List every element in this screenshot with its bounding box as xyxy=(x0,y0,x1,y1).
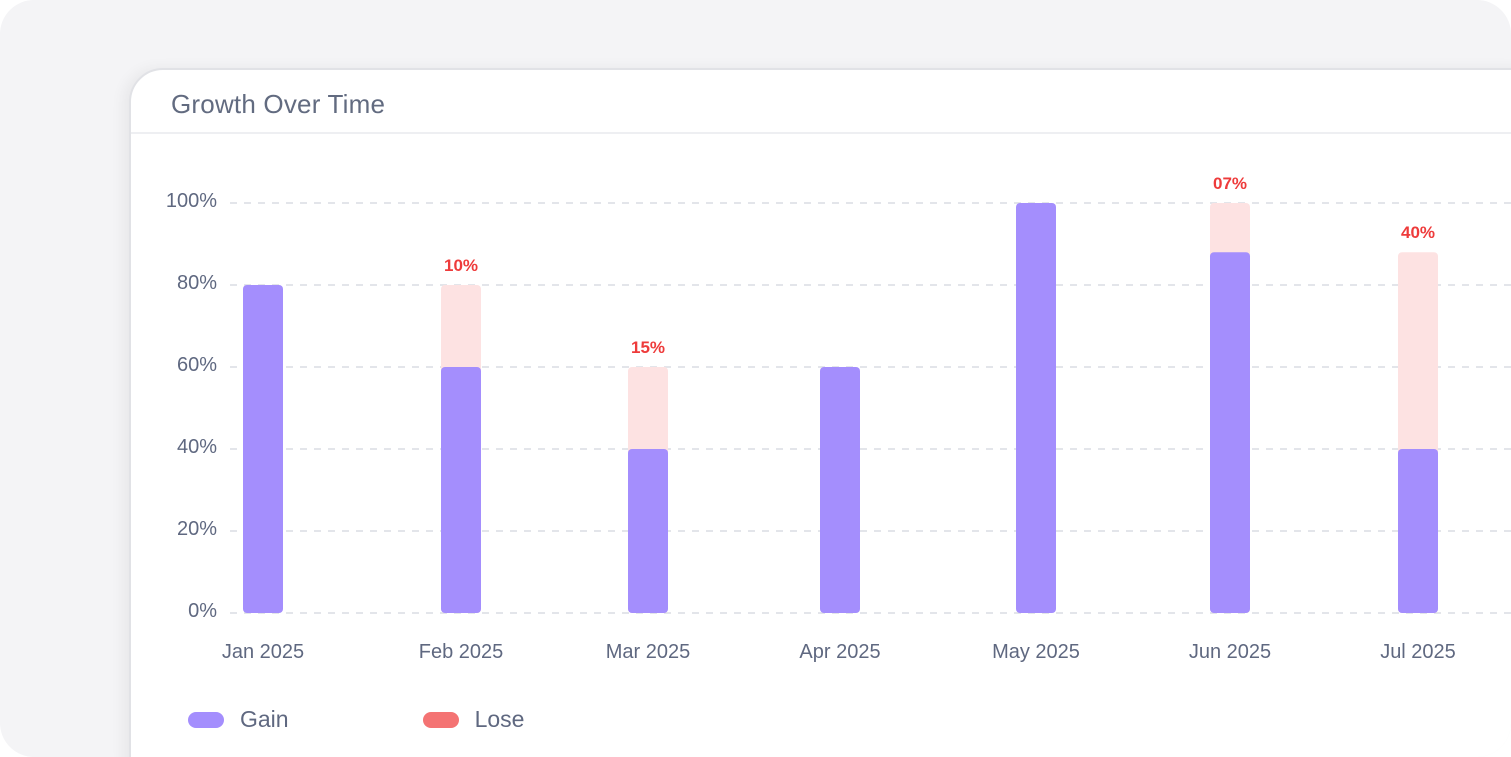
data-label: 40% xyxy=(1401,223,1435,242)
y-tick-label: 80% xyxy=(177,272,217,294)
legend-item-gain[interactable]: Gain xyxy=(188,706,289,733)
legend-label-lose: Lose xyxy=(474,706,525,732)
lose-swatch xyxy=(422,711,459,728)
x-tick-label: Jul 2025 xyxy=(1380,641,1456,663)
gain-bar xyxy=(628,449,668,613)
gain-bar xyxy=(243,285,283,613)
data-label: 07% xyxy=(1213,174,1247,193)
x-tick-label: Jan 2025 xyxy=(222,641,304,663)
gain-bar xyxy=(820,367,860,613)
y-tick-label: 0% xyxy=(188,600,217,622)
gain-bar xyxy=(1016,203,1056,613)
gain-bar xyxy=(441,367,481,613)
y-tick-label: 20% xyxy=(177,518,217,540)
gain-bar xyxy=(1210,252,1250,613)
chart-title: Growth Over Time xyxy=(171,89,386,119)
chart-legend: Gain Lose xyxy=(188,706,658,733)
legend-label-gain: Gain xyxy=(240,706,289,732)
y-tick-label: 40% xyxy=(177,436,217,458)
data-label: 15% xyxy=(631,338,665,357)
gain-bar xyxy=(1398,449,1438,613)
x-tick-label: Mar 2025 xyxy=(606,641,691,663)
y-tick-label: 100% xyxy=(166,190,217,212)
y-tick-label: 60% xyxy=(177,354,217,376)
x-tick-label: Apr 2025 xyxy=(799,641,880,663)
gain-swatch xyxy=(188,711,224,728)
legend-item-lose[interactable]: Lose xyxy=(422,706,525,733)
x-tick-label: May 2025 xyxy=(992,641,1080,663)
card-header: Growth Over Time xyxy=(131,70,1511,134)
x-tick-label: Feb 2025 xyxy=(419,641,504,663)
x-tick-label: Jun 2025 xyxy=(1189,641,1271,663)
data-label: 10% xyxy=(444,256,478,275)
